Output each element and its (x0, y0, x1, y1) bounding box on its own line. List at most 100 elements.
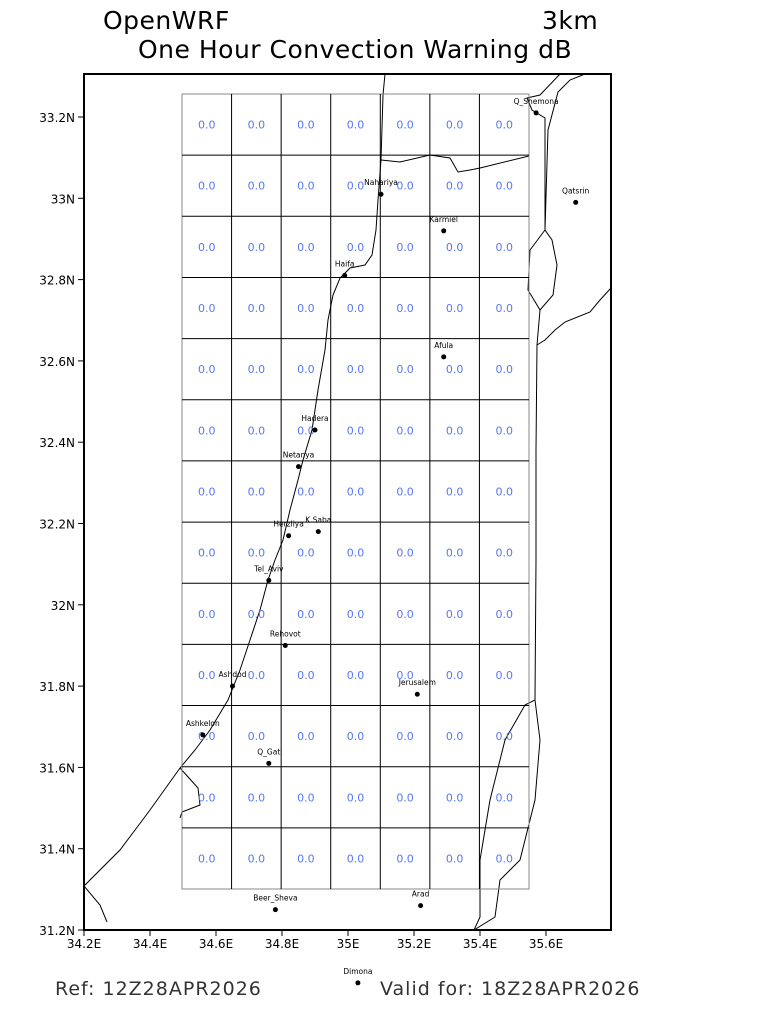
city-markers: Q_Shemona Qatsrin Nahariya Karmiel Haifa Aful… (186, 97, 590, 986)
city-label: Jerusalem (398, 678, 436, 687)
golan-border-east (544, 74, 586, 231)
axes: 34.2E 34.4E 34.6E 34.8E 35E 35.2E 35.4E 35.6E 31… (39, 111, 563, 951)
city-marker (200, 732, 206, 738)
dead-sea-west (473, 699, 541, 930)
grid-value: 0.0 (446, 669, 464, 682)
valid-time: Valid for: 18Z28APR2026 (380, 978, 641, 1000)
grid-value: 0.0 (248, 547, 266, 560)
x-tick-label: 34.6E (199, 937, 233, 951)
grid-value: 0.0 (396, 241, 414, 254)
title-product: One Hour Convection Warning dB (138, 35, 573, 64)
grid-value: 0.0 (495, 486, 513, 499)
city-marker (282, 642, 288, 648)
value-grid: 0.0 0.0 0.0 0.0 0.0 0.0 0.0 0.0 0.0 0.0 0.0 0.0 0.0 0… (181, 93, 530, 890)
city-label: Nahariya (364, 178, 398, 187)
y-tick-label: 33.2N (39, 111, 75, 125)
grid-value: 0.0 (446, 486, 464, 499)
grid-value: 0.0 (495, 669, 513, 682)
grid-value: 0.0 (198, 180, 216, 193)
grid-value: 0.0 (248, 119, 266, 132)
title-model: OpenWRF (103, 6, 230, 35)
grid-value: 0.0 (347, 852, 365, 865)
city-label: Q_Shemona (514, 97, 559, 106)
y-tick-label: 32.6N (39, 355, 75, 369)
city-marker (286, 533, 292, 539)
grid-value: 0.0 (198, 302, 216, 315)
grid-value: 0.0 (198, 791, 216, 804)
geography-lines (84, 74, 611, 930)
grid-value: 0.0 (396, 424, 414, 437)
grid-value: 0.0 (396, 791, 414, 804)
grid-value: 0.0 (446, 730, 464, 743)
grid-value: 0.0 (396, 363, 414, 376)
grid-value: 0.0 (446, 547, 464, 560)
grid-value: 0.0 (347, 730, 365, 743)
coastline (84, 74, 386, 887)
grid-value: 0.0 (347, 363, 365, 376)
grid-value: 0.0 (297, 363, 315, 376)
city-marker (266, 577, 272, 583)
grid-value: 0.0 (248, 180, 266, 193)
grid-value: 0.0 (446, 241, 464, 254)
grid-value: 0.0 (248, 608, 266, 621)
grid-value: 0.0 (347, 119, 365, 132)
x-tick-label: 35.6E (529, 937, 563, 951)
grid-value: 0.0 (297, 486, 315, 499)
grid-value: 0.0 (347, 669, 365, 682)
east-border (536, 287, 611, 346)
city-marker (342, 273, 348, 279)
city-marker (414, 691, 420, 697)
city-label: Dimona (343, 967, 372, 976)
city-marker (296, 464, 301, 470)
x-tick-label: 34.4E (133, 937, 167, 951)
grid-value: 0.0 (495, 241, 513, 254)
city-marker (378, 191, 384, 197)
grid-value: 0.0 (446, 608, 464, 621)
grid-outline (181, 93, 530, 890)
grid-value: 0.0 (248, 424, 266, 437)
grid-value: 0.0 (297, 180, 315, 193)
grid-value: 0.0 (347, 547, 365, 560)
y-tick-label: 31.4N (39, 843, 75, 857)
reference-time: Ref: 12Z28APR2026 (55, 978, 262, 1000)
grid-value: 0.0 (198, 669, 216, 682)
grid-value: 0.0 (396, 119, 414, 132)
grid-value: 0.0 (495, 547, 513, 560)
grid-value: 0.0 (446, 119, 464, 132)
grid-value: 0.0 (446, 180, 464, 193)
grid-value: 0.0 (396, 547, 414, 560)
grid-value: 0.0 (495, 608, 513, 621)
grid-value: 0.0 (297, 791, 315, 804)
grid-value: 0.0 (198, 486, 216, 499)
grid-value: 0.0 (396, 180, 414, 193)
grid-value: 0.0 (248, 486, 266, 499)
grid-value: 0.0 (396, 669, 414, 682)
grid-value: 0.0 (297, 119, 315, 132)
grid-value: 0.0 (297, 241, 315, 254)
grid-value: 0.0 (495, 424, 513, 437)
city-marker (315, 529, 321, 535)
grid-value: 0.0 (495, 363, 513, 376)
city-marker (441, 228, 447, 234)
city-marker (418, 903, 424, 909)
y-tick-label: 32N (51, 599, 75, 613)
grid-value: 0.0 (297, 669, 315, 682)
grid-value: 0.0 (446, 302, 464, 315)
grid-value: 0.0 (297, 547, 315, 560)
grid-value: 0.0 (297, 302, 315, 315)
grid-value: 0.0 (248, 669, 266, 682)
grid-value: 0.0 (347, 180, 365, 193)
city-label: Afula (434, 341, 453, 350)
grid-value: 0.0 (198, 241, 216, 254)
city-label: Karmiel (429, 215, 457, 224)
grid-value: 0.0 (446, 363, 464, 376)
grid-value: 0.0 (446, 424, 464, 437)
city-label: Arad (412, 890, 430, 899)
y-tick-label: 32.2N (39, 518, 75, 532)
grid-value: 0.0 (396, 608, 414, 621)
grid-value: 0.0 (495, 180, 513, 193)
city-label: Ashkelon (186, 719, 220, 728)
grid-value: 0.0 (495, 852, 513, 865)
city-label: Q_Gat (257, 747, 280, 756)
